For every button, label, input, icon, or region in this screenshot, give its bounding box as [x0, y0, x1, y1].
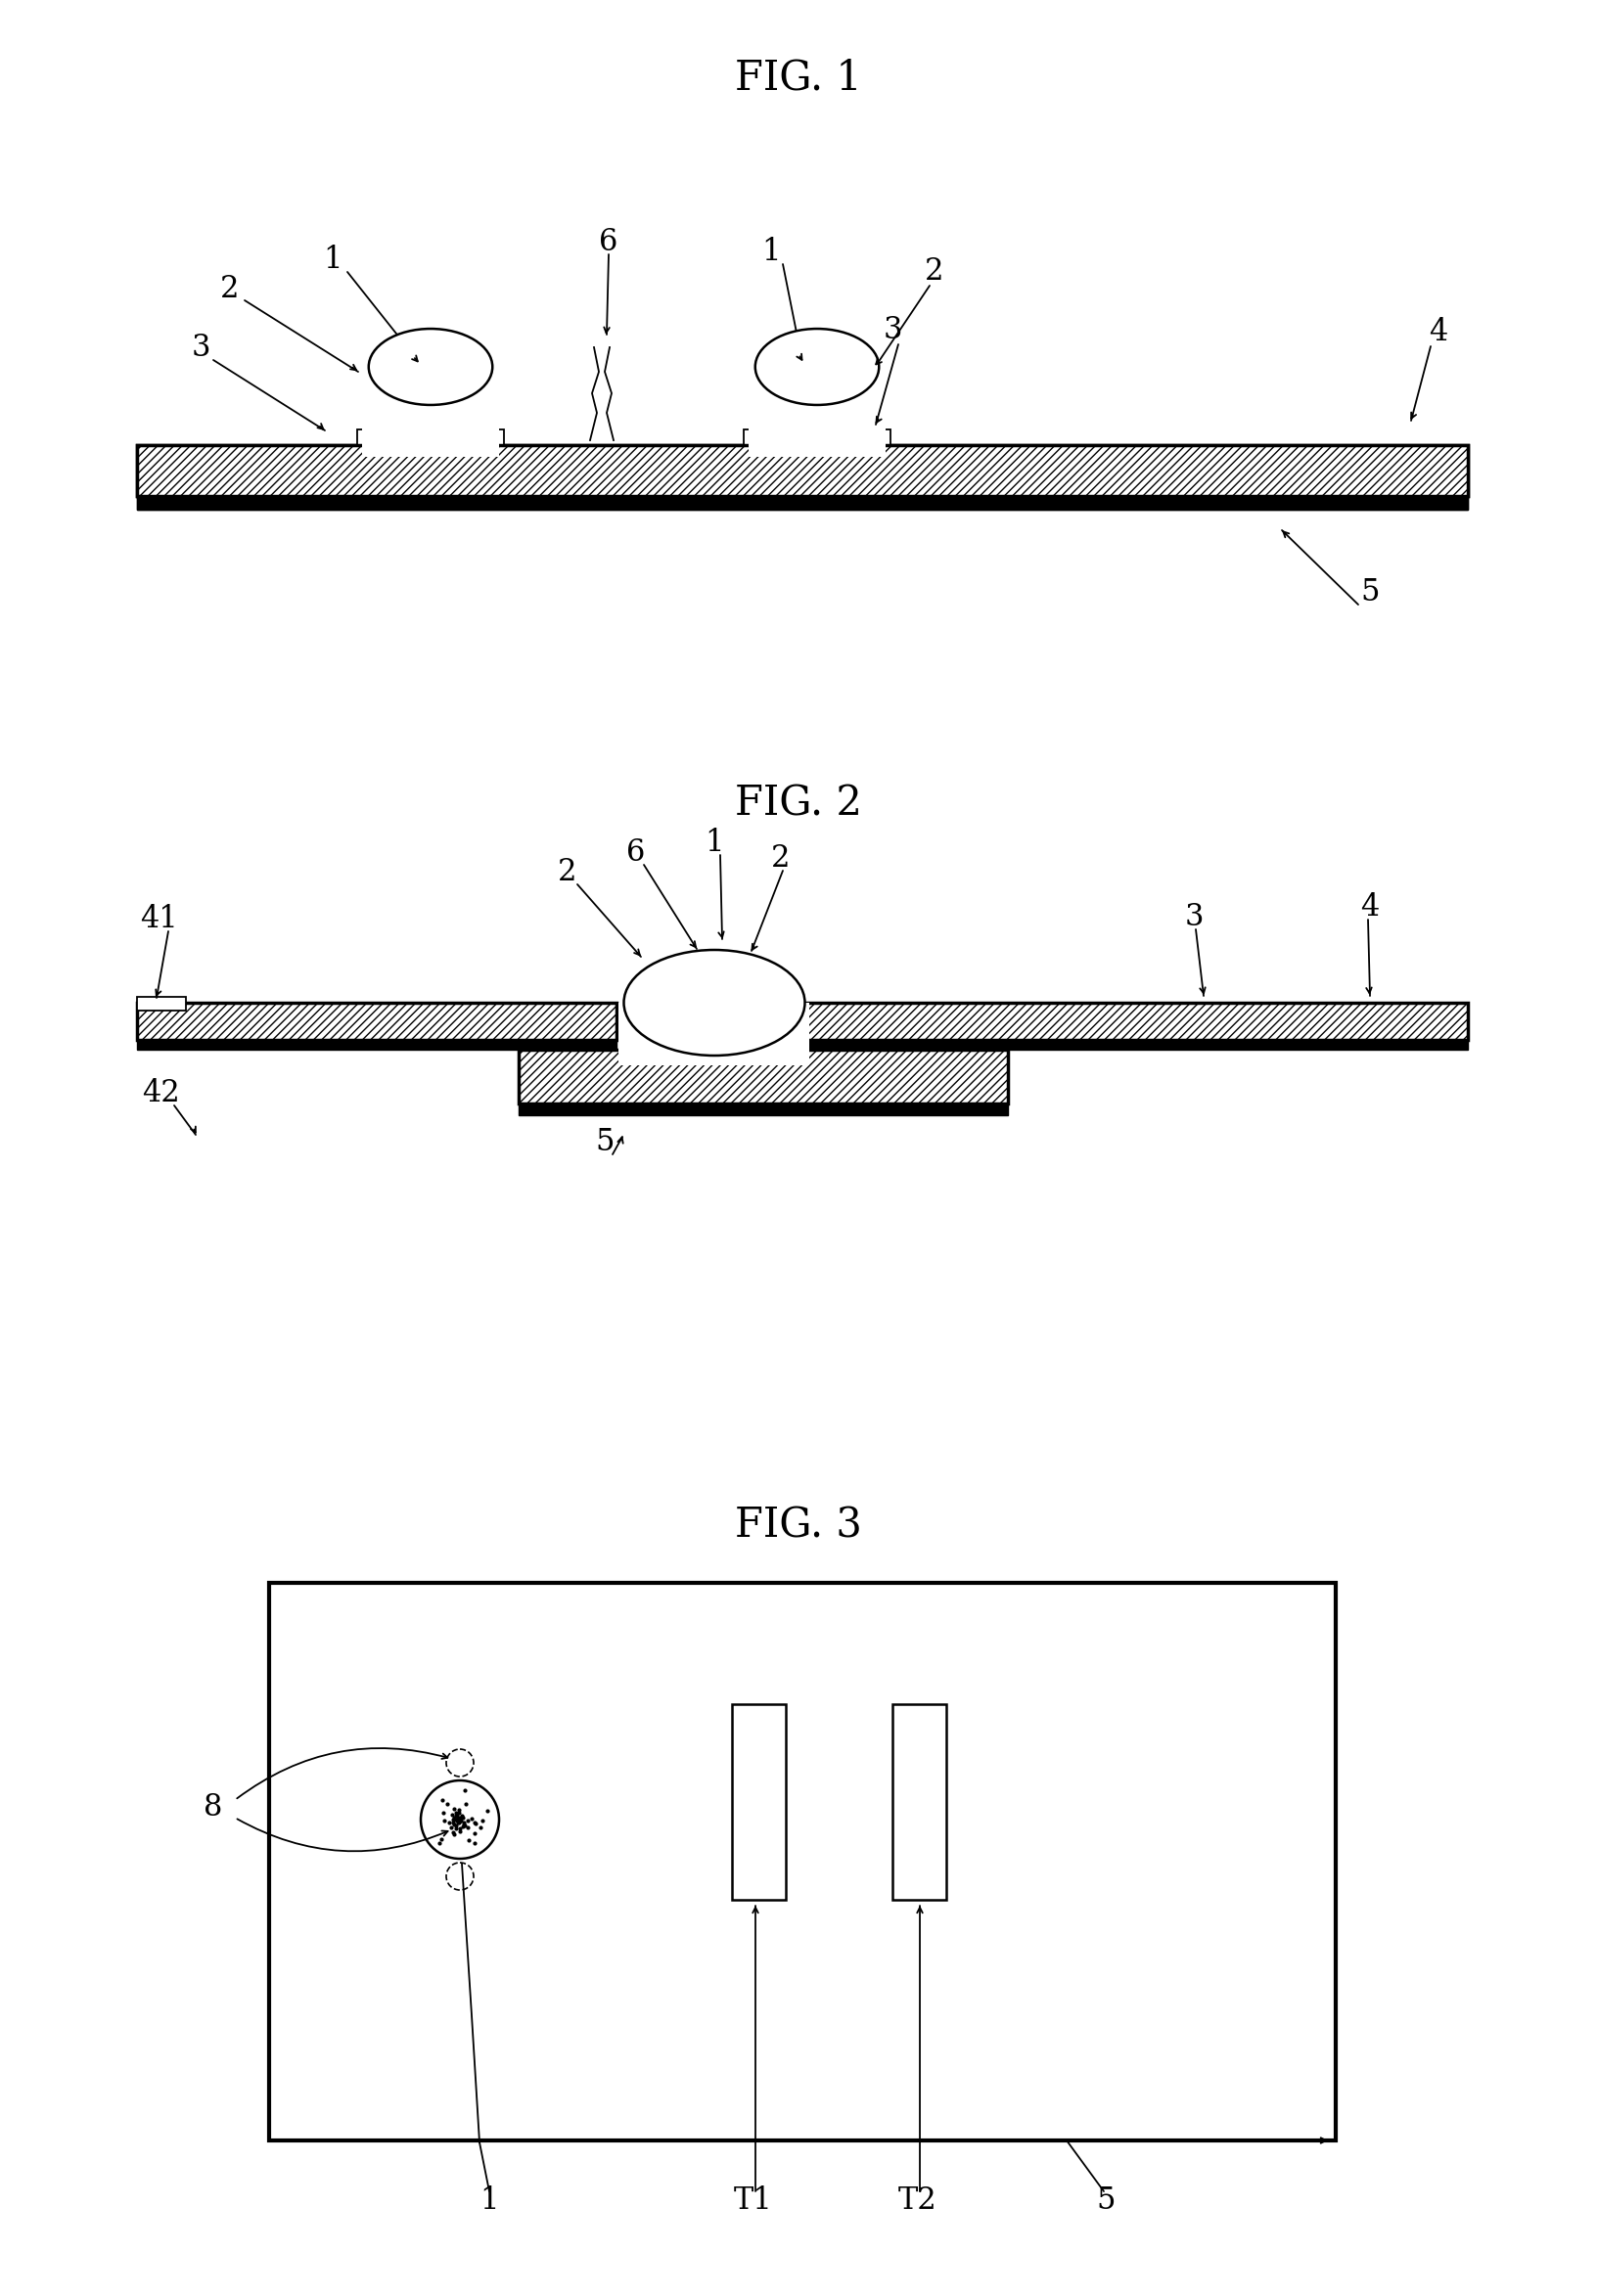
- Ellipse shape: [623, 951, 805, 1056]
- Bar: [137, 1003, 616, 1040]
- Text: 2: 2: [925, 257, 944, 287]
- Text: 5: 5: [594, 1127, 613, 1157]
- Bar: [685, 978, 743, 1038]
- Text: 3: 3: [1183, 902, 1203, 932]
- Bar: [358, 429, 377, 445]
- Text: 1: 1: [762, 236, 781, 269]
- Bar: [763, 367, 870, 448]
- Text: 2: 2: [220, 273, 240, 303]
- Text: 5: 5: [1096, 2186, 1115, 2216]
- Bar: [519, 1104, 1008, 1116]
- Circle shape: [446, 1862, 473, 1890]
- Bar: [747, 372, 885, 457]
- Text: FIG. 1: FIG. 1: [735, 57, 861, 99]
- Text: 1: 1: [479, 2186, 498, 2216]
- Text: 1: 1: [323, 243, 342, 276]
- Bar: [685, 1003, 1468, 1040]
- Text: 6: 6: [599, 227, 618, 257]
- Bar: [484, 429, 503, 445]
- Bar: [137, 496, 1468, 510]
- Ellipse shape: [755, 328, 878, 404]
- Text: FIG. 3: FIG. 3: [735, 1504, 861, 1545]
- Text: T1: T1: [733, 2186, 773, 2216]
- Circle shape: [420, 1779, 498, 1860]
- Text: 6: 6: [626, 838, 645, 868]
- Text: 42: 42: [142, 1079, 180, 1109]
- Bar: [685, 1040, 1468, 1049]
- Bar: [685, 978, 743, 1038]
- Text: 1: 1: [704, 829, 723, 859]
- Bar: [618, 1003, 810, 1065]
- Bar: [137, 1040, 616, 1049]
- Bar: [870, 429, 890, 445]
- Bar: [377, 367, 484, 448]
- Bar: [377, 367, 484, 448]
- Text: 3: 3: [883, 315, 901, 347]
- Text: T2: T2: [898, 2186, 937, 2216]
- Bar: [137, 996, 185, 1010]
- Text: 8: 8: [204, 1793, 222, 1823]
- Bar: [891, 1704, 945, 1899]
- Ellipse shape: [369, 328, 492, 404]
- Text: 41: 41: [141, 905, 179, 934]
- Text: 2: 2: [771, 843, 791, 875]
- Bar: [137, 445, 1468, 496]
- Bar: [731, 1704, 786, 1899]
- Bar: [137, 496, 1468, 510]
- Text: 3: 3: [192, 333, 211, 363]
- Text: 4: 4: [1359, 893, 1378, 923]
- Bar: [137, 445, 1468, 496]
- Bar: [763, 367, 870, 448]
- Bar: [268, 1582, 1335, 2140]
- Text: FIG. 2: FIG. 2: [735, 783, 861, 824]
- Text: 5: 5: [1359, 576, 1378, 606]
- Bar: [519, 1049, 1008, 1104]
- Text: 2: 2: [557, 856, 577, 889]
- Bar: [363, 372, 498, 457]
- Text: 4: 4: [1428, 317, 1447, 347]
- Circle shape: [446, 1750, 473, 1777]
- Bar: [743, 429, 763, 445]
